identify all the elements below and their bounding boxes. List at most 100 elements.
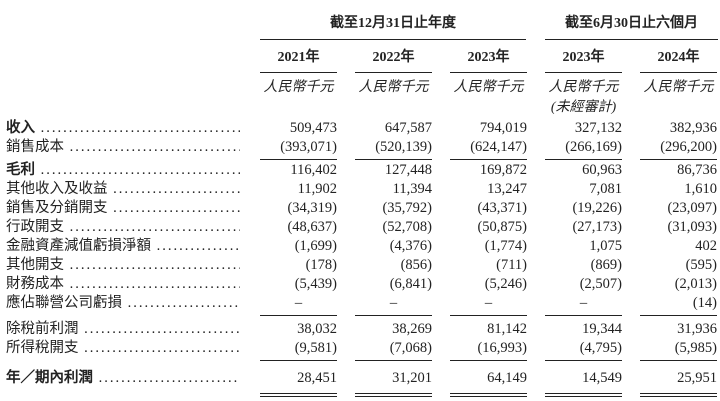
table-row: 其他開支 ...................................…	[0, 256, 720, 275]
table-row: 除稅前利潤 ..................................…	[0, 320, 720, 339]
cell-value: 509,473	[289, 120, 337, 136]
table-row: 年／期內利潤 .................................…	[0, 369, 720, 397]
cell-value: –	[260, 294, 337, 316]
row-label: 所得稅開支 ..................................…	[6, 339, 240, 358]
unaudited-label: (未經審計)	[550, 100, 617, 115]
dot-leader: ........................................…	[40, 120, 240, 136]
row-label: 毛利 .....................................…	[6, 161, 240, 180]
cell-value: (1,699)	[294, 238, 337, 254]
cell-value: 7,081	[589, 181, 622, 197]
cell-value: 60,963	[582, 162, 622, 178]
unit-label: 人民幣千元	[453, 80, 524, 95]
table-row: 銷售成本 ...................................…	[0, 138, 720, 160]
cell-value: 327,132	[574, 120, 622, 136]
row-label: 收入 .....................................…	[6, 119, 240, 138]
cell-value: (393,071)	[260, 138, 337, 160]
cell-value: (5,246)	[484, 276, 527, 292]
row-label: 金融資產減值虧損淨額 .............................…	[6, 237, 240, 256]
table-row: 財務成本 ...................................…	[0, 275, 720, 294]
row-label-text: 行政開支	[6, 219, 64, 235]
cell-value: (6,841)	[389, 276, 432, 292]
cell-value: 31,201	[355, 369, 432, 397]
dot-leader: ........................................…	[113, 181, 240, 197]
header-group-year-ended: 截至12月31日止年度	[260, 8, 526, 40]
cell-value: 38,032	[297, 321, 337, 337]
cell-value: 25,951	[640, 369, 717, 397]
row-label-text: 其他收入及收益	[6, 181, 108, 197]
cell-value: 14,549	[545, 369, 622, 397]
cell-value: (48,637)	[287, 219, 337, 235]
dot-leader: ........................................…	[40, 162, 240, 178]
row-label-text: 毛利	[6, 162, 35, 178]
cell-value: (34,319)	[287, 200, 337, 216]
row-label-text: 所得稅開支	[6, 340, 79, 356]
table-row: 應佔聯營公司虧損 ...............................…	[0, 294, 720, 316]
dot-leader: ........................................…	[84, 340, 240, 356]
cell-value: (520,139)	[355, 138, 432, 160]
cell-value: (624,147)	[450, 138, 527, 160]
year-header: 2023年	[545, 46, 622, 73]
table-row: 收入 .....................................…	[0, 119, 720, 138]
year-header: 2023年	[450, 46, 527, 73]
row-label: 銷售成本 ...................................…	[6, 138, 240, 157]
cell-value: –	[450, 294, 527, 316]
cell-value: (31,093)	[667, 219, 717, 235]
cell-value: (178)	[305, 257, 337, 273]
cell-value: 31,936	[677, 321, 717, 337]
table-row: 所得稅開支 ..................................…	[0, 339, 720, 361]
dot-leader: ........................................…	[84, 321, 240, 337]
cell-value: (4,795)	[545, 339, 622, 361]
row-label: 財務成本 ...................................…	[6, 275, 240, 294]
cell-value: (43,371)	[477, 200, 527, 216]
year-header: 2021年	[260, 46, 337, 73]
dot-leader: ........................................…	[69, 219, 240, 235]
cell-value: (9,581)	[260, 339, 337, 361]
cell-value: 81,142	[487, 321, 527, 337]
row-label-text: 年／期內利潤	[6, 370, 93, 386]
row-label: 銷售及分銷開支 ................................…	[6, 199, 240, 218]
cell-value: 64,149	[450, 369, 527, 397]
header-group-six-months: 截至6月30日止六個月	[545, 8, 718, 40]
row-label: 其他開支 ...................................…	[6, 256, 240, 275]
unit-label: 人民幣千元	[358, 80, 429, 95]
row-label-text: 金融資產減值虧損淨額	[6, 238, 151, 254]
cell-value: (4,376)	[389, 238, 432, 254]
cell-value: (296,200)	[640, 138, 717, 160]
row-label-text: 財務成本	[6, 276, 64, 292]
table-row: 行政開支 ...................................…	[0, 218, 720, 237]
cell-value: 1,075	[589, 238, 622, 254]
cell-value: (869)	[590, 257, 622, 273]
cell-value: (23,097)	[667, 200, 717, 216]
cell-value: 647,587	[384, 120, 432, 136]
cell-value: (50,875)	[477, 219, 527, 235]
dot-leader: ........................................…	[113, 200, 240, 216]
cell-value: –	[355, 294, 432, 316]
cell-value: (711)	[496, 257, 527, 273]
cell-value: 382,936	[669, 120, 717, 136]
year-header: 2024年	[640, 46, 717, 73]
row-label-text: 其他開支	[6, 257, 64, 273]
cell-value: 38,269	[392, 321, 432, 337]
row-label-text: 銷售成本	[6, 139, 64, 155]
row-label: 應佔聯營公司虧損 ...............................…	[6, 294, 240, 313]
cell-value: 28,451	[260, 369, 337, 397]
cell-value: 116,402	[290, 162, 337, 178]
dot-leader: ........................................…	[127, 295, 240, 311]
cell-value: (266,169)	[545, 138, 622, 160]
cell-value: (1,774)	[484, 238, 527, 254]
cell-value: 11,902	[297, 181, 337, 197]
unit-label: 人民幣千元	[263, 80, 334, 95]
cell-value: 1,610	[684, 181, 717, 197]
unit-label: 人民幣千元	[643, 80, 714, 95]
year-header: 2022年	[355, 46, 432, 73]
cell-value: 127,448	[384, 162, 432, 178]
cell-value: (19,226)	[572, 200, 622, 216]
cell-value: (52,708)	[382, 219, 432, 235]
cell-value: 169,872	[479, 162, 527, 178]
cell-value: 402	[695, 238, 717, 254]
cell-value: (7,068)	[355, 339, 432, 361]
table-row: 金融資產減值虧損淨額 .............................…	[0, 237, 720, 256]
table-row: 銷售及分銷開支 ................................…	[0, 199, 720, 218]
cell-value: (856)	[400, 257, 432, 273]
